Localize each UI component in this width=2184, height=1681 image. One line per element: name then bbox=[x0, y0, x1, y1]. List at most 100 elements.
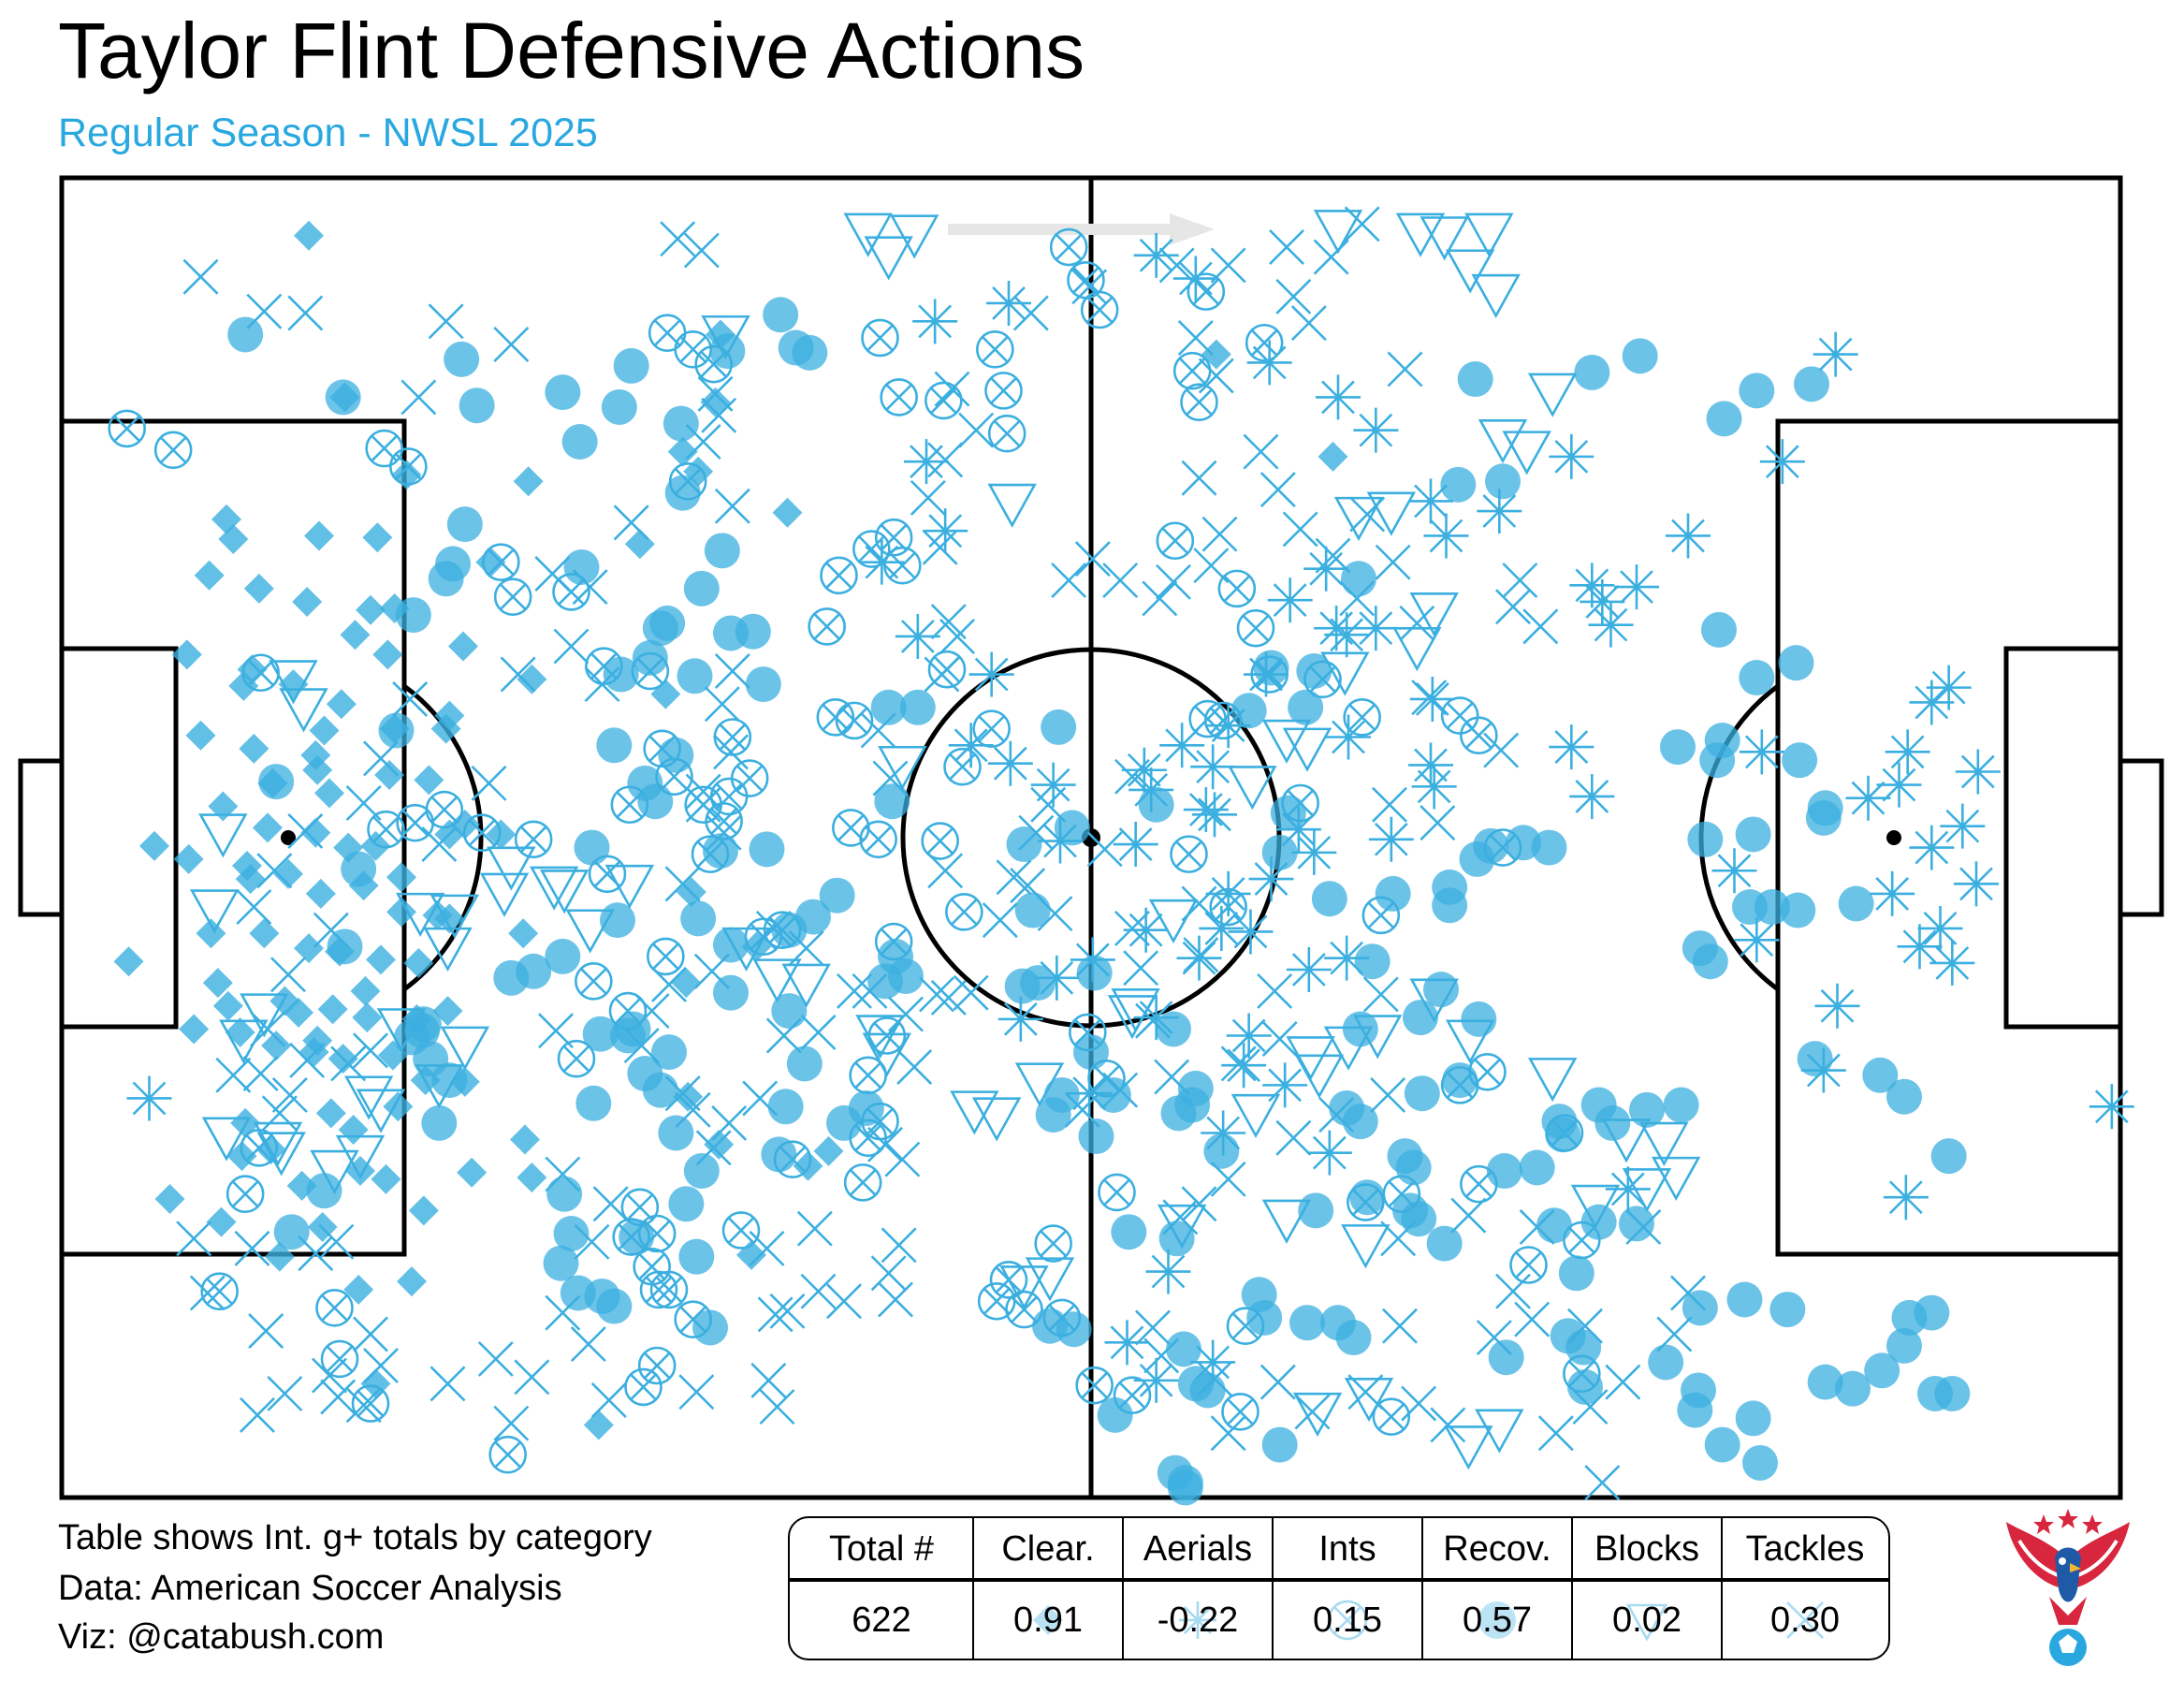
block-marker bbox=[855, 1015, 905, 1060]
recovery-marker bbox=[1166, 1331, 1201, 1367]
interception-marker bbox=[808, 607, 846, 646]
tackle-marker bbox=[922, 529, 958, 565]
interception-marker bbox=[389, 447, 428, 486]
block-marker bbox=[440, 1026, 490, 1071]
interception-marker bbox=[367, 810, 405, 849]
tackle-marker bbox=[236, 889, 272, 925]
tackle-marker bbox=[958, 412, 995, 448]
aerial-marker bbox=[1588, 602, 1634, 648]
aerial-marker bbox=[1814, 983, 1860, 1029]
aerial-marker bbox=[997, 996, 1043, 1042]
recovery-marker bbox=[1682, 1290, 1718, 1326]
aerial-marker bbox=[2089, 1084, 2134, 1130]
recovery-marker bbox=[545, 938, 581, 974]
recovery-marker bbox=[1426, 1225, 1463, 1262]
clearance-marker bbox=[813, 1135, 844, 1166]
recovery-marker bbox=[735, 613, 771, 650]
tackle-marker bbox=[1181, 1186, 1217, 1222]
recovery-marker bbox=[713, 927, 749, 963]
tackle-marker bbox=[312, 1357, 347, 1394]
pitch-chart bbox=[18, 175, 2164, 1506]
clearance-marker bbox=[185, 720, 216, 751]
tackle-marker bbox=[713, 734, 749, 770]
clearance-marker bbox=[317, 994, 348, 1025]
interception-marker bbox=[925, 381, 963, 420]
recovery-marker bbox=[1934, 1375, 1971, 1411]
table-value-aerials: -0.22 bbox=[1123, 1582, 1273, 1659]
recovery-marker bbox=[745, 666, 781, 703]
tackle-marker bbox=[837, 972, 872, 1009]
tackle-marker bbox=[287, 295, 324, 331]
clearance-marker bbox=[517, 664, 547, 694]
clearance-marker bbox=[206, 1206, 237, 1237]
tackle-marker bbox=[1495, 589, 1531, 625]
tackle-marker bbox=[1142, 580, 1178, 617]
tackle-marker bbox=[1294, 1394, 1331, 1430]
recovery-marker bbox=[1485, 463, 1521, 500]
tackle-marker bbox=[664, 1075, 701, 1112]
aerial-marker bbox=[1870, 870, 1915, 916]
tackle-marker bbox=[1625, 1208, 1662, 1245]
aerial-marker bbox=[1038, 818, 1083, 864]
recovery-marker bbox=[1177, 1070, 1214, 1106]
tackle-marker bbox=[1018, 814, 1055, 851]
tackle-marker bbox=[553, 628, 590, 665]
tackle-marker bbox=[1064, 1091, 1100, 1128]
clearance-marker bbox=[294, 220, 324, 251]
recovery-marker bbox=[1160, 1095, 1197, 1132]
tackle-marker bbox=[545, 1156, 581, 1192]
block-marker bbox=[189, 889, 240, 934]
clearance-marker bbox=[475, 547, 506, 577]
tackle-marker bbox=[1519, 1208, 1555, 1245]
recovery-marker bbox=[1167, 1469, 1203, 1506]
table-value-recov: 0.57 bbox=[1422, 1582, 1572, 1659]
block-marker bbox=[1230, 1093, 1281, 1139]
aerial-marker bbox=[1183, 787, 1229, 833]
aerial-marker bbox=[1275, 807, 1321, 853]
recovery-marker bbox=[1078, 1118, 1114, 1155]
recovery-marker bbox=[664, 475, 701, 511]
tackle-marker bbox=[250, 1011, 285, 1047]
interception-marker bbox=[921, 822, 959, 860]
tackle-marker bbox=[287, 812, 324, 849]
recovery-marker bbox=[680, 900, 717, 937]
clearance-marker bbox=[386, 897, 416, 928]
tackle-marker bbox=[493, 327, 530, 362]
tackle-marker bbox=[1483, 732, 1520, 768]
recovery-marker bbox=[786, 1045, 823, 1082]
aerial-marker bbox=[1734, 917, 1780, 963]
tackle-marker bbox=[930, 979, 967, 1016]
block-marker bbox=[256, 1132, 306, 1177]
recovery-marker bbox=[1138, 786, 1174, 823]
block-marker bbox=[1639, 1121, 1689, 1166]
recovery-marker bbox=[1797, 1041, 1833, 1077]
recovery-marker bbox=[1404, 1075, 1440, 1112]
recovery-marker bbox=[1056, 1311, 1092, 1348]
tackle-marker bbox=[683, 232, 720, 269]
recovery-marker bbox=[1701, 611, 1737, 648]
tackle-marker bbox=[1420, 805, 1456, 841]
clearance-marker bbox=[513, 466, 544, 497]
recovery-marker bbox=[1914, 1294, 1950, 1331]
recovery-marker bbox=[619, 1219, 655, 1255]
tackle-marker bbox=[867, 1126, 903, 1162]
tackle-marker bbox=[363, 740, 399, 777]
recovery-marker bbox=[704, 533, 740, 569]
interception-marker bbox=[1187, 272, 1226, 311]
right-penalty-spot bbox=[1886, 830, 1901, 845]
table-column-divider bbox=[1272, 1518, 1274, 1659]
aerial-marker bbox=[1759, 439, 1805, 485]
recovery-marker bbox=[227, 316, 264, 353]
clearance-marker bbox=[372, 639, 403, 670]
aerial-marker bbox=[1353, 407, 1399, 453]
interception-marker bbox=[709, 777, 749, 816]
tackle-marker bbox=[477, 1340, 514, 1377]
tackle-marker bbox=[1349, 496, 1386, 533]
table-header-total: Total # bbox=[790, 1518, 973, 1582]
recovery-marker bbox=[1862, 1057, 1899, 1093]
interception-marker bbox=[1075, 1366, 1114, 1405]
table-header-tackles: Tackles bbox=[1722, 1518, 1888, 1582]
recovery-marker bbox=[546, 1176, 583, 1212]
recovery-marker bbox=[1020, 965, 1056, 1001]
clearance-marker bbox=[362, 522, 393, 553]
